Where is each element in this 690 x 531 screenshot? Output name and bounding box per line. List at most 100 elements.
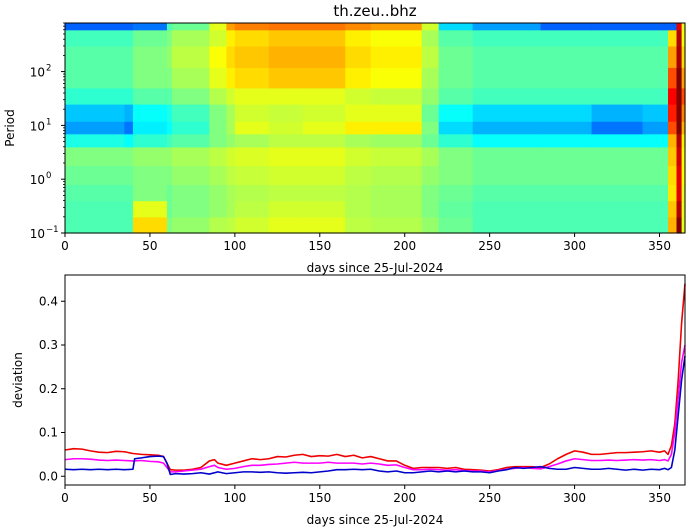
heatmap-cell xyxy=(136,165,168,186)
heatmap-cell xyxy=(642,184,669,202)
y-tick-label: 10 xyxy=(30,173,45,187)
heatmap-cell xyxy=(132,29,137,47)
heatmap-cell xyxy=(668,67,678,89)
heatmap-cell xyxy=(268,216,304,234)
heatmap-cell xyxy=(472,29,542,47)
heatmap-cell xyxy=(166,184,173,202)
heatmap-cell xyxy=(676,165,683,186)
heatmap-cell xyxy=(65,103,75,122)
heatmap-cell xyxy=(166,165,173,186)
heatmap-cell xyxy=(676,200,683,218)
heatmap-cell xyxy=(166,200,173,218)
heatmap-cell xyxy=(676,146,683,167)
heatmap-cell xyxy=(345,165,372,186)
heatmap-cell xyxy=(591,87,644,105)
series-lines xyxy=(64,283,686,476)
heatmap-cell xyxy=(668,45,678,68)
heatmap-cell xyxy=(226,216,236,234)
heatmap-cell xyxy=(676,87,683,105)
heatmap-cell xyxy=(234,23,270,31)
heatmap-cell xyxy=(136,216,168,234)
heatmap-cell xyxy=(166,103,173,122)
x-axis-ticks: 0 50 100 150 200 250 300 350 xyxy=(61,485,671,505)
heatmap-cell xyxy=(302,184,346,202)
heatmap-cell xyxy=(345,23,372,31)
heatmap-cell xyxy=(268,23,304,31)
heatmap-cell xyxy=(421,133,440,148)
heatmap-cell xyxy=(234,121,270,135)
heatmap-cell xyxy=(421,200,440,218)
heatmap-cell xyxy=(421,184,440,202)
heatmap-cell xyxy=(132,45,137,68)
heatmap-cell xyxy=(370,29,423,47)
heatmap-cell xyxy=(226,29,236,47)
heatmap-cell xyxy=(73,29,126,47)
x-tick-label: 350 xyxy=(648,491,671,505)
heatmap-cell xyxy=(345,103,372,122)
heatmap-cell xyxy=(370,67,423,89)
series-line-3 xyxy=(64,355,686,476)
heatmap-cell xyxy=(172,45,210,68)
y-tick-label: 0.2 xyxy=(39,382,58,396)
heatmap-cell xyxy=(421,146,440,167)
heatmap-cell xyxy=(65,87,75,105)
heatmap-cell xyxy=(226,121,236,135)
x-tick-label: 150 xyxy=(308,239,331,253)
x-axis-label: days since 25-Jul-2024 xyxy=(307,261,444,275)
heatmap-cell xyxy=(166,146,173,167)
heatmap-cell xyxy=(209,23,227,31)
heatmap-cell xyxy=(302,67,346,89)
heatmap-cell xyxy=(668,29,678,47)
heatmap-cell xyxy=(124,23,134,31)
y-tick-exponent: 1 xyxy=(46,117,51,127)
heatmap-cell xyxy=(681,29,686,47)
heatmap-cell xyxy=(370,121,423,135)
heatmap-cell xyxy=(681,146,686,167)
heatmap-cell xyxy=(642,133,669,148)
heatmap-cell xyxy=(591,23,644,31)
heatmap-cell xyxy=(370,165,423,186)
heatmap-cell xyxy=(132,87,137,105)
heatmap-cell xyxy=(73,200,126,218)
heatmap-cell xyxy=(370,87,423,105)
heatmap-cell xyxy=(681,200,686,218)
heatmap-cell xyxy=(421,87,440,105)
heatmap-cell xyxy=(136,45,168,68)
heatmap-cell xyxy=(226,133,236,148)
heatmap-cell xyxy=(234,200,270,218)
heatmap-cell xyxy=(73,45,126,68)
heatmap-cell xyxy=(166,67,173,89)
heatmap-cell xyxy=(124,200,134,218)
heatmap-cell xyxy=(676,184,683,202)
heatmap-cell xyxy=(209,121,227,135)
heatmap-cell xyxy=(132,23,137,31)
heatmap-cell xyxy=(132,67,137,89)
heatmap-cell xyxy=(234,184,270,202)
y-tick-label: 10 xyxy=(30,119,45,133)
heatmap-cell xyxy=(438,103,474,122)
heatmap-cell xyxy=(124,67,134,89)
heatmap-cell xyxy=(370,200,423,218)
heatmap-cell xyxy=(65,200,75,218)
heatmap-cell xyxy=(73,216,126,234)
heatmap-cell xyxy=(681,216,686,234)
heatmap-cell xyxy=(642,67,669,89)
heatmap-cell xyxy=(209,29,227,47)
heatmap-cell xyxy=(591,200,644,218)
heatmap-cell xyxy=(124,133,134,148)
heatmap-cell xyxy=(438,184,474,202)
heatmap-cell xyxy=(421,165,440,186)
heatmap-cell xyxy=(172,87,210,105)
y-tick-exponent: −1 xyxy=(46,225,59,235)
heatmap-cell xyxy=(166,133,173,148)
heatmap-cell xyxy=(370,103,423,122)
heatmap-cell xyxy=(345,146,372,167)
heatmap-cell xyxy=(668,184,678,202)
heatmap-cell xyxy=(124,103,134,122)
heatmap-cell xyxy=(472,146,542,167)
heatmap-cell xyxy=(370,23,423,31)
heatmap-cell xyxy=(642,121,669,135)
heatmap-cell xyxy=(302,29,346,47)
heatmap-cell xyxy=(209,146,227,167)
heatmap-cell xyxy=(172,23,210,31)
